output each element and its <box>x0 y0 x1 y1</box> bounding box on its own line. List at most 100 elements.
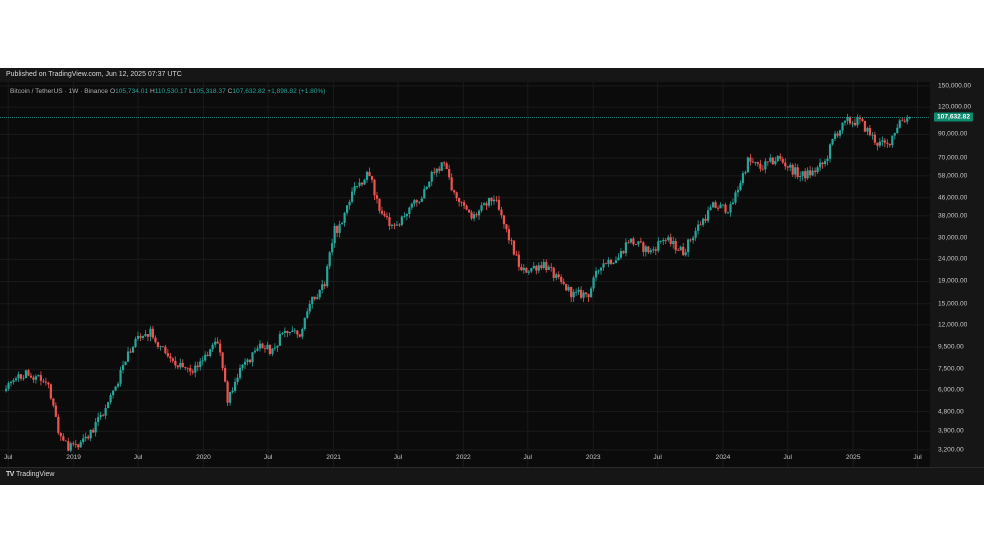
candle-body <box>667 237 670 241</box>
candle-body <box>697 224 700 231</box>
candle <box>9 380 13 387</box>
candle <box>393 223 396 230</box>
candle <box>662 237 665 246</box>
candle-body <box>231 390 234 393</box>
price-tick-label: 90,000.00 <box>938 130 968 138</box>
candle-body <box>804 171 807 179</box>
candle <box>104 404 107 420</box>
candle <box>179 358 182 370</box>
candle-body <box>224 368 227 382</box>
candle-body <box>298 334 301 337</box>
candle-body <box>480 205 483 211</box>
candle-body <box>438 168 441 171</box>
candle <box>368 167 371 177</box>
candle-body <box>12 380 15 382</box>
candle <box>246 358 249 366</box>
price-axis[interactable]: 150,000.00 120,000.00 90,000.00 70,000.00 58… <box>930 82 984 467</box>
candle-body <box>672 241 675 244</box>
candle-body <box>318 289 321 298</box>
time-tick-label: Jul <box>3 454 13 461</box>
candle <box>141 335 145 340</box>
candle <box>107 401 110 409</box>
candle-body <box>809 170 812 176</box>
candle-body <box>724 204 727 213</box>
candle-body <box>784 162 787 167</box>
candle <box>375 192 379 204</box>
plot-area[interactable] <box>0 82 930 467</box>
candle-body <box>497 199 501 210</box>
candle <box>385 212 389 220</box>
symbol-name: Bitcoin / TetherUS · 1W · Binance <box>10 88 109 95</box>
tradingview-brand[interactable]: TV TradingView <box>6 471 54 478</box>
candle-body <box>383 213 386 216</box>
candle-body <box>341 222 344 225</box>
candle <box>716 205 720 212</box>
candle-body <box>838 130 842 136</box>
candle-body <box>846 117 849 121</box>
candle <box>191 368 194 375</box>
candle <box>896 123 899 134</box>
candle <box>241 363 244 371</box>
candle <box>794 163 797 179</box>
candle <box>318 289 321 300</box>
candle <box>119 366 122 387</box>
candle <box>49 383 52 401</box>
candle-body <box>358 182 361 186</box>
candle <box>575 288 578 296</box>
candle-body <box>739 183 742 191</box>
candle-body <box>769 157 772 162</box>
candle-body <box>403 216 406 218</box>
candle-body <box>545 262 548 270</box>
candle-body <box>233 381 237 391</box>
candle-body <box>204 354 207 361</box>
candle <box>174 356 177 369</box>
candle-body <box>557 274 560 277</box>
candle <box>44 377 47 386</box>
time-tick-label: Jul <box>393 454 403 461</box>
candle <box>69 441 72 453</box>
candle-body <box>311 296 314 305</box>
candle-body <box>873 134 876 143</box>
candlestick-chart[interactable] <box>0 82 930 467</box>
candle <box>505 224 508 233</box>
candle <box>273 343 277 351</box>
candle <box>814 167 817 177</box>
price-tick-label: 150,000.00 <box>938 82 972 90</box>
candle <box>572 289 575 302</box>
candle <box>370 175 374 183</box>
candle <box>12 378 15 385</box>
candle-body <box>527 271 530 273</box>
candle-body <box>774 160 777 165</box>
candle <box>497 195 501 212</box>
candle <box>769 154 772 163</box>
candle-body <box>709 207 712 211</box>
candle-body <box>321 284 324 290</box>
candle-body <box>833 133 837 139</box>
price-tick-label: 3,900.00 <box>938 427 964 435</box>
candle <box>853 118 857 127</box>
candle <box>146 333 150 342</box>
candle-body <box>189 368 192 372</box>
candle <box>898 118 901 129</box>
candle <box>373 178 376 201</box>
candle <box>759 159 762 172</box>
candle-body <box>348 201 351 206</box>
candle <box>823 158 827 167</box>
candle-body <box>542 262 545 268</box>
candle <box>562 278 565 286</box>
candle-body <box>415 200 418 203</box>
candle-body <box>266 344 269 349</box>
price-tick-label: 58,000.00 <box>938 172 968 180</box>
candle-body <box>906 118 909 122</box>
candle <box>492 195 496 205</box>
candle <box>231 387 234 394</box>
candle-body <box>465 205 468 210</box>
candle <box>863 120 867 133</box>
candle-body <box>221 352 224 369</box>
candle <box>729 201 732 217</box>
candle-body <box>711 202 715 208</box>
candle-body <box>186 367 189 369</box>
candle-body <box>614 260 618 263</box>
candle <box>761 164 764 171</box>
candle-body <box>577 289 580 292</box>
